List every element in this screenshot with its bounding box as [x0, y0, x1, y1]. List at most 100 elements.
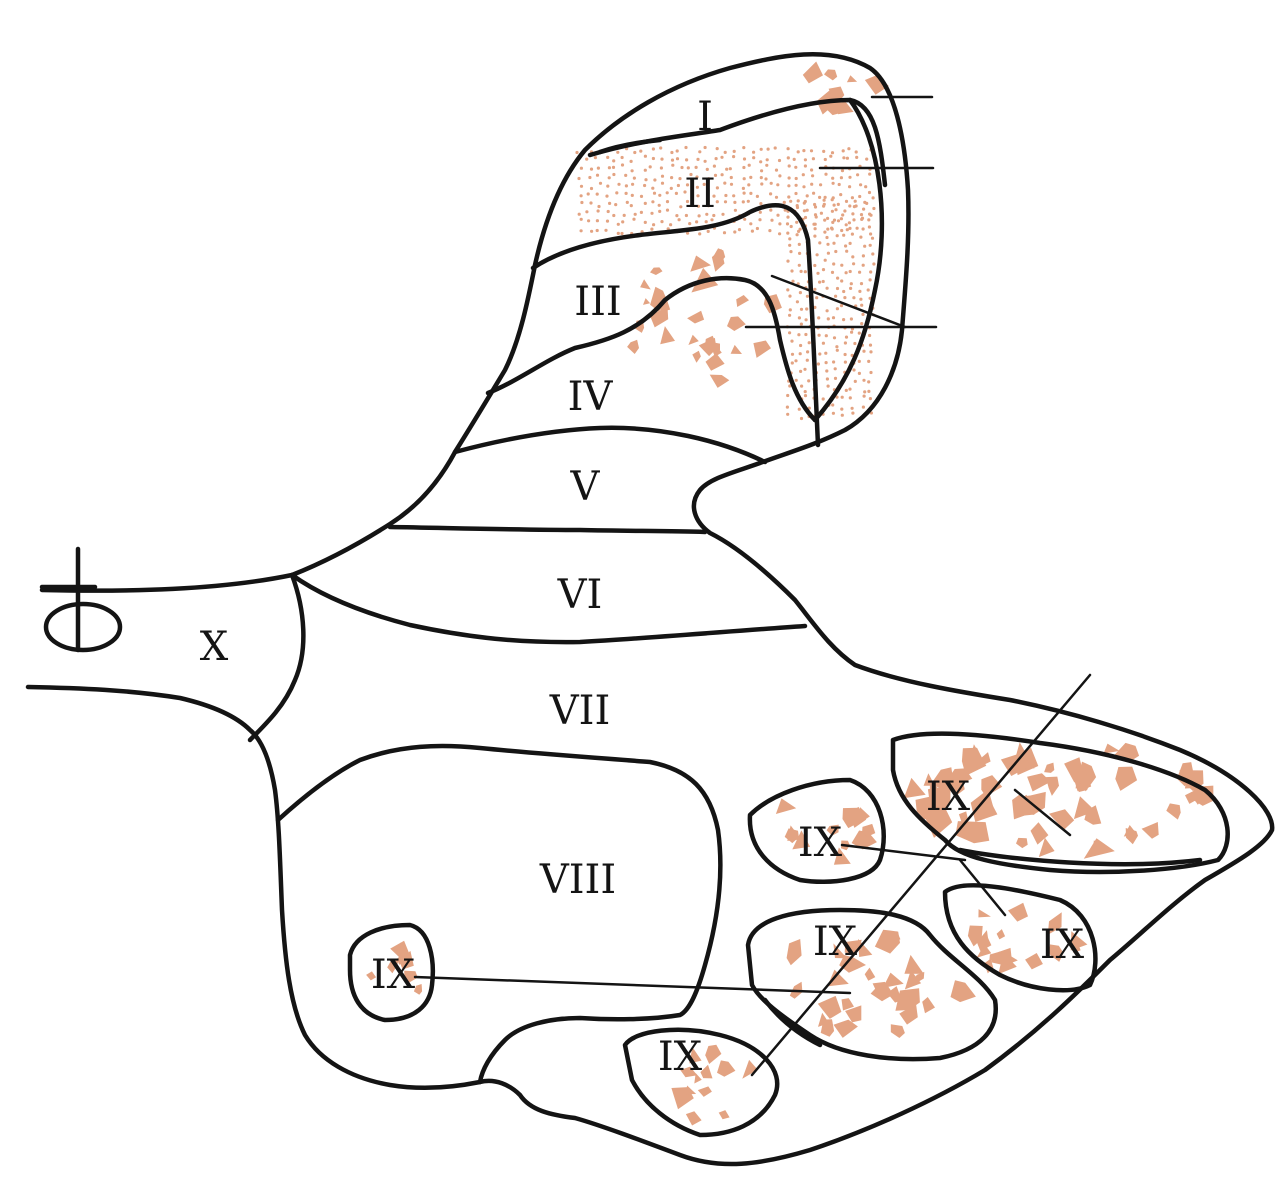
- stipple-dot: [703, 159, 707, 163]
- leader-mid-1: [770, 274, 907, 329]
- label-zone-3: III: [574, 279, 621, 325]
- stipple-dot: [841, 149, 845, 153]
- stalk-terminal: [39, 546, 123, 653]
- stipple-dot: [859, 235, 863, 239]
- island-4-inner-lip: [762, 997, 823, 1048]
- stipple-dot: [825, 286, 829, 290]
- stipple-dot: [732, 149, 736, 153]
- stipple-dot: [817, 333, 821, 337]
- stipple-dot: [773, 146, 777, 150]
- label-zone-9-island-5: IX: [658, 1034, 703, 1080]
- stipple-dot: [787, 184, 791, 188]
- fill-patch: [841, 998, 854, 1011]
- stipple-dot: [680, 165, 684, 170]
- fill-patch: [1166, 803, 1181, 820]
- stipple-dot: [588, 175, 592, 180]
- stipple-dot: [826, 384, 830, 388]
- stipple-dot: [595, 219, 600, 223]
- stipple-dot: [589, 201, 593, 205]
- stipple-dot: [705, 212, 709, 216]
- stipple-dot: [792, 157, 796, 161]
- fill-patch: [697, 1086, 712, 1097]
- stipple-dot: [579, 184, 584, 188]
- stipple-dot: [848, 387, 852, 391]
- stipple-dot: [816, 271, 820, 275]
- stipple-dot: [695, 175, 699, 179]
- stipple-dot: [768, 229, 772, 233]
- island-2-outline: [747, 777, 886, 885]
- stipple-dot: [798, 227, 802, 231]
- stipple-dot: [675, 157, 680, 161]
- stipple-dot: [639, 194, 644, 198]
- stipple-dot: [752, 150, 756, 154]
- stipple-dot: [857, 359, 861, 363]
- stipple-dot: [632, 176, 637, 180]
- stipple-dot: [843, 341, 848, 345]
- fill-patch: [685, 1085, 697, 1095]
- internal-boundaries: [247, 97, 888, 1085]
- stipple-dot: [818, 195, 822, 199]
- stipple-dot: [651, 147, 656, 151]
- stipple-dot: [671, 163, 675, 167]
- stipple-dot: [850, 406, 854, 410]
- fill-patch: [640, 279, 651, 290]
- fill-patch: [864, 74, 889, 95]
- stipple-dot: [615, 191, 619, 195]
- label-zone-9-island-3: IX: [1040, 922, 1085, 968]
- stipple-dot: [815, 296, 819, 300]
- stipple-dot: [651, 156, 656, 161]
- stipple-dot: [624, 184, 629, 188]
- boundary-10-7: [247, 572, 306, 743]
- stipple-dot: [741, 186, 746, 190]
- fill-patch: [649, 306, 669, 328]
- stipple-dot: [803, 215, 808, 220]
- stipple-dot: [758, 218, 762, 222]
- label-zone-7: VII: [549, 688, 611, 734]
- stipple-dot: [759, 160, 763, 164]
- fill-patch: [687, 310, 705, 324]
- stipple-dot: [611, 165, 616, 169]
- stipple-dot: [643, 220, 647, 224]
- fill-patch: [643, 298, 651, 305]
- stipple-dot: [862, 394, 866, 398]
- stipple-dot: [863, 200, 867, 204]
- stipple-dot: [787, 195, 791, 199]
- stipple-dot: [826, 227, 830, 231]
- stipple-dot: [800, 384, 804, 388]
- stipple-dot: [852, 218, 856, 222]
- stipple-dot: [624, 191, 628, 195]
- fill-patch: [680, 1066, 698, 1078]
- stipple-dot: [830, 270, 835, 274]
- fill-patch: [786, 939, 802, 966]
- stipple-dot: [674, 191, 679, 195]
- stipple-dot: [797, 242, 801, 246]
- stipple-dot: [852, 205, 857, 209]
- stipple-dot: [796, 150, 800, 154]
- stipple-dot: [799, 416, 804, 421]
- stipple-dot: [595, 228, 599, 233]
- label-zone-1: I: [697, 94, 713, 140]
- stipple-dot: [728, 167, 732, 171]
- fill-patch: [784, 828, 799, 844]
- stipple-dot: [606, 184, 610, 188]
- stipple-dot: [799, 269, 803, 273]
- stipple-dot: [769, 181, 773, 185]
- island-6-outline: [347, 922, 435, 1023]
- stipple-dot: [822, 198, 826, 202]
- stipple-dot: [650, 227, 654, 231]
- stipple-dot: [670, 176, 674, 180]
- stipple-dot: [853, 341, 857, 346]
- fill-patch: [1038, 837, 1055, 858]
- stipple-dot: [665, 208, 670, 212]
- leader-island-3: [958, 858, 1007, 917]
- stipple-dot: [698, 150, 702, 154]
- fill-patch: [1064, 757, 1084, 783]
- zone-labels: I II III IV V VI VII VIII X IX IX IX IX …: [200, 94, 1085, 1080]
- stipple-dot: [867, 218, 871, 222]
- stipple-dot: [786, 231, 790, 235]
- stipple-dot: [778, 222, 782, 226]
- stipple-dot: [786, 215, 790, 219]
- fill-patch: [817, 995, 842, 1019]
- stipple-dot: [832, 203, 836, 207]
- stipple-dot: [843, 296, 847, 300]
